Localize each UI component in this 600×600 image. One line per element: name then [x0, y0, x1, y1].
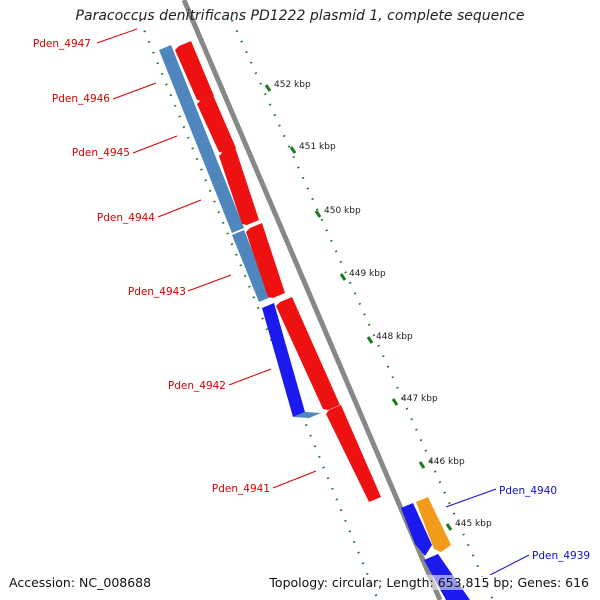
- accession-value: NC_008688: [79, 575, 152, 590]
- gene-block-pden-4946[interactable]: [159, 45, 244, 233]
- accession-label: Accession:: [9, 575, 76, 590]
- gene-label-pden-4947[interactable]: Pden_4947: [33, 38, 91, 50]
- gene-label-leader-line: [272, 470, 317, 489]
- genes-label: Genes:: [517, 575, 562, 590]
- scale-tick-label: 447 kbp: [401, 394, 438, 404]
- topology-value: circular;: [331, 575, 383, 590]
- gene-label-pden-4946[interactable]: Pden_4946: [52, 93, 110, 105]
- gene-label-pden-4941[interactable]: Pden_4941: [212, 483, 270, 495]
- scale-tick-label: 445 kbp: [455, 519, 492, 529]
- scale-tick-label: 450 kbp: [324, 206, 361, 216]
- gene-labels: Pden_4947 Pden_4946 Pden_4945 Pden_4944 Pden…: [33, 28, 590, 576]
- gene-arrow-4946[interactable]: [197, 95, 236, 153]
- sequence-summary: Topology: circular; Length: 653,815 bp; …: [269, 575, 589, 590]
- gene-label-leader-line: [96, 28, 138, 44]
- gene-label-pden-4945[interactable]: Pden_4945: [72, 147, 130, 159]
- gene-arrow-4941[interactable]: [326, 405, 381, 502]
- scale-ticks: 452 kbp 451 kbp 450 kbp 449 kbp 448 kbp 447 k…: [264, 80, 492, 531]
- outer-dotted-guide: [230, 19, 495, 600]
- gene-block-pden-4943[interactable]: [232, 230, 271, 302]
- scale-tick-mark: [339, 273, 347, 281]
- gene-label-pden-4939[interactable]: Pden_4939: [532, 550, 590, 562]
- gene-arrow-4944[interactable]: [246, 223, 285, 298]
- gene-label-leader-line: [157, 199, 202, 218]
- gene-label-pden-4944[interactable]: Pden_4944: [97, 212, 155, 224]
- genes-value: 616: [565, 575, 589, 590]
- gene-block-steel-small[interactable]: [293, 412, 321, 418]
- scale-tick-label: 451 kbp: [299, 142, 336, 152]
- gene-label-leader-line: [489, 554, 530, 576]
- gene-block-blue-lower[interactable]: [401, 503, 432, 556]
- scale-tick-label: 452 kbp: [274, 80, 311, 90]
- scale-tick-label: 448 kbp: [376, 332, 413, 342]
- scale-tick-mark: [289, 146, 297, 154]
- gene-label-pden-4943[interactable]: Pden_4943: [128, 286, 186, 298]
- gene-arrow-4945[interactable]: [219, 147, 259, 225]
- gene-label-pden-4942[interactable]: Pden_4942: [168, 380, 226, 392]
- forward-strand-genes: [175, 41, 381, 502]
- backbone-line: [181, 0, 443, 600]
- scale-tick-label: 449 kbp: [349, 269, 386, 279]
- scale-tick-label: 446 kbp: [428, 457, 465, 467]
- length-value: 653,815 bp;: [437, 575, 514, 590]
- gene-arrow-pden-4940[interactable]: [416, 497, 451, 552]
- accession-info: Accession: NC_008688: [9, 575, 151, 590]
- gene-block-pden-4942[interactable]: [262, 303, 305, 417]
- topology-label: Topology:: [269, 575, 328, 590]
- scale-tick-mark: [391, 398, 399, 406]
- gene-label-leader-line: [228, 368, 272, 386]
- scale-tick-mark: [314, 210, 322, 218]
- length-label: Length:: [386, 575, 434, 590]
- scale-tick-mark: [445, 523, 453, 531]
- gene-arrow-4943[interactable]: [276, 297, 340, 410]
- scale-tick-mark: [418, 461, 426, 469]
- gene-arrow-4947[interactable]: [175, 41, 214, 101]
- scale-tick-mark: [264, 84, 272, 92]
- inner-dotted-guide: [138, 19, 380, 600]
- gene-label-pden-4940[interactable]: Pden_4940: [499, 485, 557, 497]
- gene-label-leader-line: [445, 488, 497, 508]
- map-title: Paracoccus denitrificans PD1222 plasmid …: [75, 8, 525, 24]
- gene-label-leader-line: [132, 135, 178, 154]
- scale-tick-mark: [366, 336, 374, 344]
- gene-label-leader-line: [112, 82, 157, 100]
- gene-label-leader-line: [187, 274, 232, 292]
